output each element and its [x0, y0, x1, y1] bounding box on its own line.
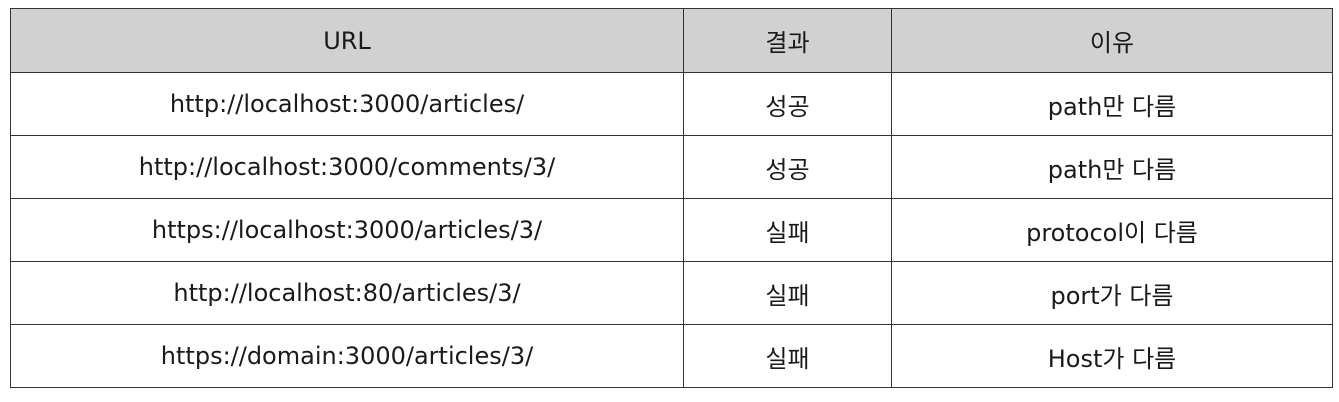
cell-reason: path만 다름 — [891, 135, 1333, 199]
cell-result: 실패 — [683, 198, 892, 262]
cell-reason: path만 다름 — [891, 72, 1333, 136]
cell-result: 실패 — [683, 261, 892, 325]
column-header-result: 결과 — [683, 8, 892, 73]
cell-reason: protocol이 다름 — [891, 198, 1333, 262]
cell-reason: port가 다름 — [891, 261, 1333, 325]
cell-url: http://localhost:80/articles/3/ — [10, 261, 684, 325]
cell-result: 성공 — [683, 135, 892, 199]
same-origin-table: URL 결과 이유 http://localhost:3000/articles… — [10, 8, 1333, 388]
cell-url: https://localhost:3000/articles/3/ — [10, 198, 684, 262]
table-header-row: URL 결과 이유 — [10, 8, 1333, 73]
column-header-reason: 이유 — [891, 8, 1333, 73]
cell-url: http://localhost:3000/comments/3/ — [10, 135, 684, 199]
table-row: http://localhost:3000/articles/ 성공 path만… — [10, 72, 1333, 136]
column-header-url: URL — [10, 8, 684, 73]
cell-reason: Host가 다름 — [891, 324, 1333, 388]
cell-url: http://localhost:3000/articles/ — [10, 72, 684, 136]
table-row: https://localhost:3000/articles/3/ 실패 pr… — [10, 198, 1333, 262]
same-origin-table-container: URL 결과 이유 http://localhost:3000/articles… — [10, 8, 1333, 388]
table-row: https://domain:3000/articles/3/ 실패 Host가… — [10, 324, 1333, 388]
cell-url: https://domain:3000/articles/3/ — [10, 324, 684, 388]
table-row: http://localhost:3000/comments/3/ 성공 pat… — [10, 135, 1333, 199]
cell-result: 성공 — [683, 72, 892, 136]
cell-result: 실패 — [683, 324, 892, 388]
table-row: http://localhost:80/articles/3/ 실패 port가… — [10, 261, 1333, 325]
